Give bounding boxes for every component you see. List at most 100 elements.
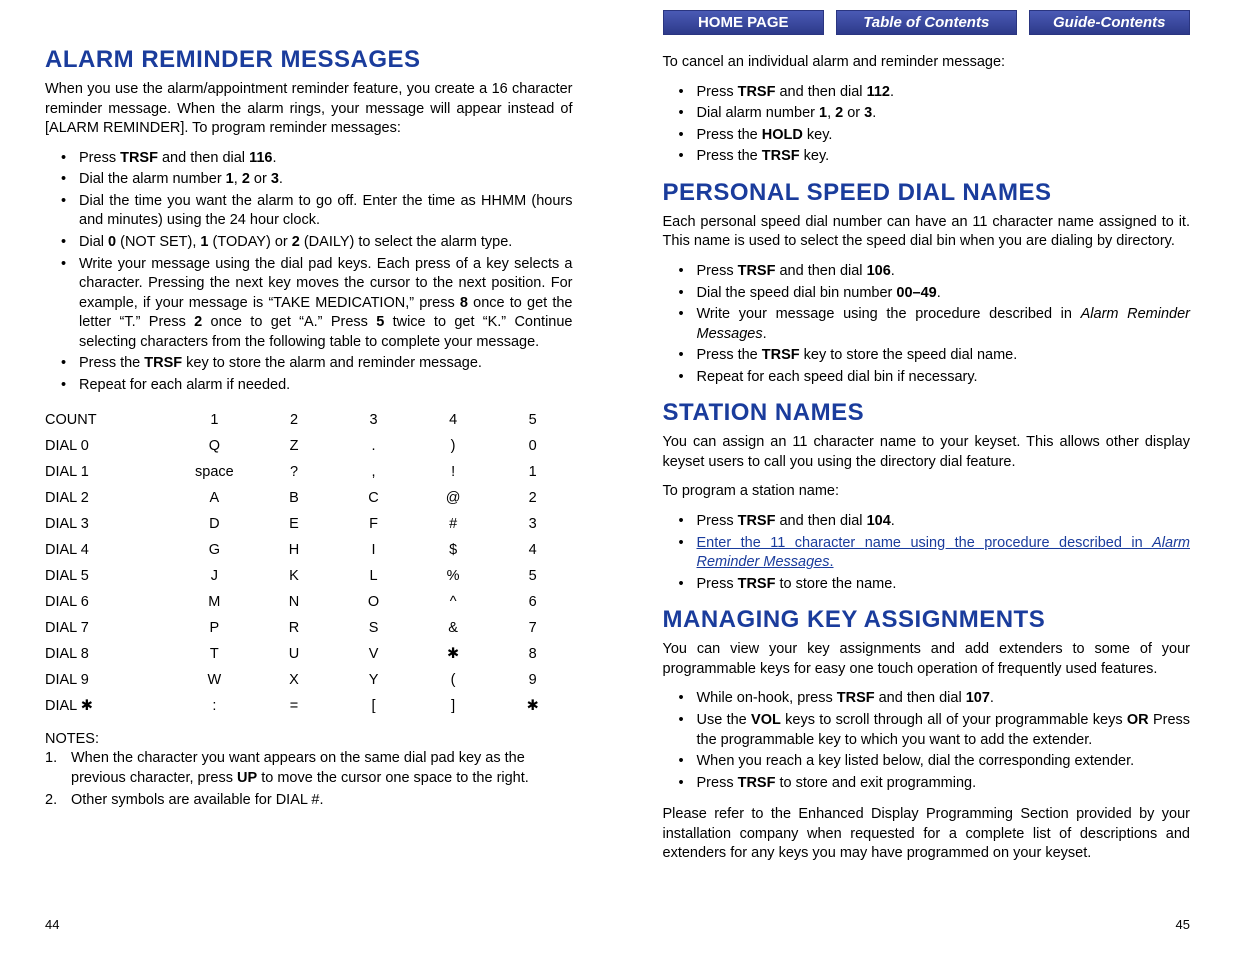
table-cell: S <box>334 615 414 641</box>
table-cell: 8 <box>493 641 573 667</box>
table-cell: : <box>174 693 254 719</box>
home-page-button[interactable]: HOME PAGE <box>663 10 825 35</box>
list-item: Dial the speed dial bin number 00–49. <box>663 284 1191 304</box>
table-cell: R <box>254 615 334 641</box>
table-cell: ] <box>413 693 493 719</box>
list-item: Enter the 11 character name using the pr… <box>663 534 1191 573</box>
table-cell: 9 <box>493 667 573 693</box>
table-cell: DIAL 3 <box>45 511 174 537</box>
table-cell: DIAL 1 <box>45 459 174 485</box>
table-row: DIAL 2ABC@2 <box>45 485 573 511</box>
table-row: DIAL 4GHI$4 <box>45 537 573 563</box>
note-item: Other symbols are available for DIAL #. <box>45 791 573 811</box>
table-cell: T <box>174 641 254 667</box>
table-cell: space <box>174 459 254 485</box>
table-cell: O <box>334 589 414 615</box>
table-cell: = <box>254 693 334 719</box>
table-cell: G <box>174 537 254 563</box>
table-cell: 1 <box>493 459 573 485</box>
page-number-left: 44 <box>45 917 59 932</box>
table-cell: DIAL 8 <box>45 641 174 667</box>
table-cell: F <box>334 511 414 537</box>
table-cell: DIAL 2 <box>45 485 174 511</box>
guide-contents-button[interactable]: Guide-Contents <box>1029 10 1191 35</box>
list-item: Write your message using the dial pad ke… <box>45 255 573 353</box>
list-item: Dial the alarm number 1, 2 or 3. <box>45 170 573 190</box>
table-cell: V <box>334 641 414 667</box>
table-cell: A <box>174 485 254 511</box>
table-cell: DIAL ✱ <box>45 693 174 719</box>
table-row: DIAL 1space?,!1 <box>45 459 573 485</box>
list-item: Press TRSF and then dial 106. <box>663 262 1191 282</box>
table-cell: 4 <box>493 537 573 563</box>
list-item: Dial the time you want the alarm to go o… <box>45 192 573 231</box>
list-item: Dial 0 (NOT SET), 1 (TODAY) or 2 (DAILY)… <box>45 233 573 253</box>
table-cell: & <box>413 615 493 641</box>
table-header-cell: 3 <box>334 407 414 433</box>
dial-char-table: COUNT12345DIAL 0QZ.)0DIAL 1space?,!1DIAL… <box>45 407 573 719</box>
table-cell: M <box>174 589 254 615</box>
list-key-assignments: While on-hook, press TRSF and then dial … <box>663 689 1191 793</box>
table-row: DIAL 9WXY(9 <box>45 667 573 693</box>
left-page: ALARM REMINDER MESSAGES When you use the… <box>0 0 618 954</box>
table-cell: ^ <box>413 589 493 615</box>
list-item: Press the TRSF key to store the speed di… <box>663 346 1191 366</box>
table-cell: 5 <box>493 563 573 589</box>
intro-speed-dial: Each personal speed dial number can have… <box>663 213 1191 252</box>
table-cell: DIAL 5 <box>45 563 174 589</box>
table-cell: @ <box>413 485 493 511</box>
list-item: Repeat for each alarm if needed. <box>45 376 573 396</box>
cancel-intro: To cancel an individual alarm and remind… <box>663 53 1191 73</box>
table-cell: 0 <box>493 433 573 459</box>
table-header-cell: 2 <box>254 407 334 433</box>
heading-alarm-reminder: ALARM REMINDER MESSAGES <box>45 46 573 74</box>
table-header-cell: 5 <box>493 407 573 433</box>
list-item: Press TRSF to store the name. <box>663 575 1191 595</box>
table-cell: H <box>254 537 334 563</box>
table-header-cell: 4 <box>413 407 493 433</box>
intro-alarm-reminder: When you use the alarm/appointment remin… <box>45 80 573 139</box>
intro-station-names-2: To program a station name: <box>663 482 1191 502</box>
list-item: Press the TRSF key to store the alarm an… <box>45 354 573 374</box>
table-cell: E <box>254 511 334 537</box>
table-cell: DIAL 9 <box>45 667 174 693</box>
table-cell: P <box>174 615 254 641</box>
table-cell: 3 <box>493 511 573 537</box>
table-cell: Q <box>174 433 254 459</box>
list-station-names: Press TRSF and then dial 104.Enter the 1… <box>663 512 1191 594</box>
table-row: DIAL 7PRS&7 <box>45 615 573 641</box>
table-cell: Y <box>334 667 414 693</box>
notes-label: NOTES: <box>45 731 573 747</box>
toc-button[interactable]: Table of Contents <box>836 10 1017 35</box>
nav-bar: HOME PAGE Table of Contents Guide-Conten… <box>663 10 1191 35</box>
list-item: Press the TRSF key. <box>663 147 1191 167</box>
table-cell: B <box>254 485 334 511</box>
outro-key-assignments: Please refer to the Enhanced Display Pro… <box>663 805 1191 864</box>
table-cell: ✱ <box>493 693 573 719</box>
table-cell: ( <box>413 667 493 693</box>
table-cell: ✱ <box>413 641 493 667</box>
table-cell: DIAL 0 <box>45 433 174 459</box>
table-cell: Z <box>254 433 334 459</box>
table-cell: C <box>334 485 414 511</box>
table-cell: DIAL 7 <box>45 615 174 641</box>
table-header-cell: COUNT <box>45 407 174 433</box>
table-cell: J <box>174 563 254 589</box>
table-row: DIAL 0QZ.)0 <box>45 433 573 459</box>
heading-speed-dial: PERSONAL SPEED DIAL NAMES <box>663 179 1191 207</box>
intro-key-assignments: You can view your key assignments and ad… <box>663 640 1191 679</box>
list-item: Press TRSF and then dial 112. <box>663 83 1191 103</box>
table-row: DIAL 5JKL%5 <box>45 563 573 589</box>
notes-list: When the character you want appears on t… <box>45 749 573 810</box>
list-item: While on-hook, press TRSF and then dial … <box>663 689 1191 709</box>
list-cancel-steps: Press TRSF and then dial 112.Dial alarm … <box>663 83 1191 167</box>
table-cell: U <box>254 641 334 667</box>
note-item: When the character you want appears on t… <box>45 749 573 788</box>
table-cell: ? <box>254 459 334 485</box>
table-cell: 7 <box>493 615 573 641</box>
list-item: Write your message using the procedure d… <box>663 305 1191 344</box>
table-header-cell: 1 <box>174 407 254 433</box>
list-item: Press TRSF and then dial 104. <box>663 512 1191 532</box>
table-cell: [ <box>334 693 414 719</box>
table-cell: 6 <box>493 589 573 615</box>
